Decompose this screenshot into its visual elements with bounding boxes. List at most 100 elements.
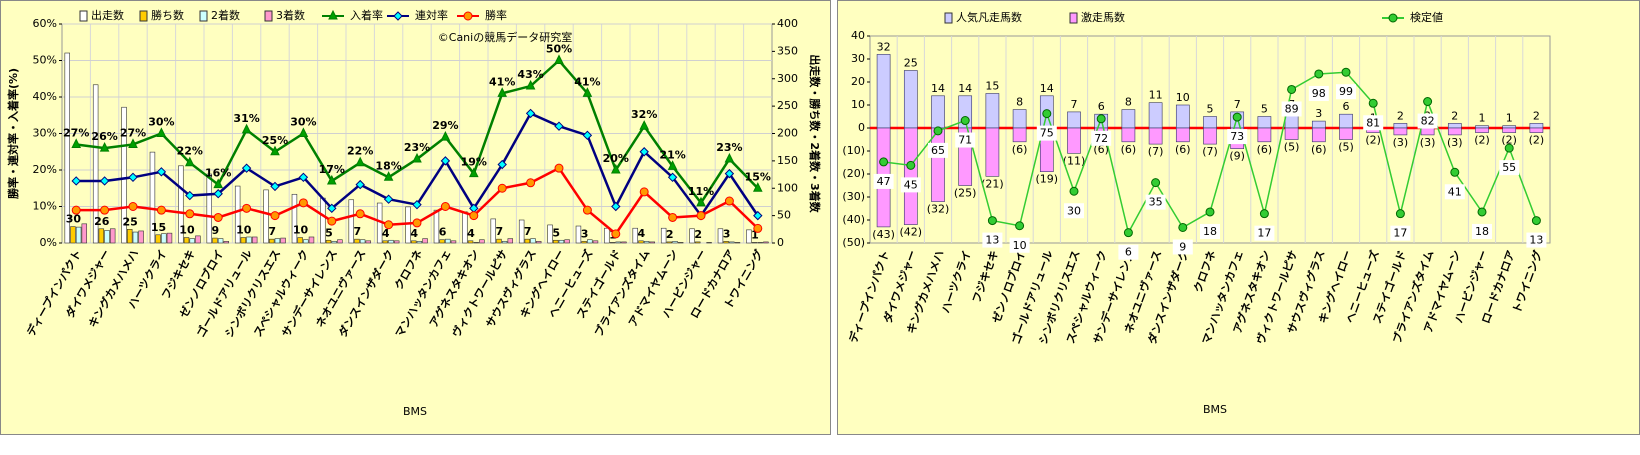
data-label: 7 (1234, 98, 1241, 111)
bar (280, 237, 286, 244)
y-tick-label: 40 (851, 29, 865, 42)
bar (501, 241, 508, 244)
data-label: 5 (552, 226, 560, 239)
bar (1121, 109, 1136, 129)
point-marker (298, 127, 309, 137)
bar (649, 241, 656, 244)
point-marker (667, 160, 678, 170)
point-marker (156, 127, 167, 137)
point-marker (270, 211, 280, 221)
data-label: 23% (404, 141, 430, 154)
bar (297, 237, 303, 244)
point-marker (298, 172, 309, 183)
data-label: 9 (212, 224, 220, 237)
point-marker (960, 116, 970, 126)
data-label: (21) (981, 177, 1004, 190)
bar (985, 127, 1000, 177)
data-label: 14 (931, 82, 945, 95)
bar (473, 242, 479, 244)
bar (92, 84, 99, 244)
point-marker (525, 108, 536, 119)
y-tick-label: 10% (33, 200, 57, 213)
legend-label: 3着数 (276, 8, 305, 22)
label-box (873, 173, 894, 189)
point-marker (497, 159, 507, 170)
point-marker (185, 209, 195, 219)
bar (251, 236, 258, 244)
point-marker (611, 201, 621, 212)
bar (479, 239, 485, 244)
point-marker (1069, 186, 1079, 196)
point-marker (611, 229, 621, 239)
point-marker (213, 178, 224, 189)
bar (604, 227, 610, 244)
point-marker (440, 156, 451, 166)
data-label: 27% (120, 126, 146, 139)
legend-label: 入着率 (350, 8, 383, 22)
data-label: 81 (1366, 116, 1380, 129)
data-label: 73 (1230, 130, 1244, 143)
data-label: 99 (1339, 85, 1353, 98)
point-marker (933, 126, 943, 136)
data-label: 47 (877, 175, 891, 188)
point-marker (1015, 221, 1025, 231)
bar (161, 233, 167, 244)
data-label: 10 (293, 224, 309, 237)
data-label: 3 (1315, 107, 1322, 120)
data-label: 22% (177, 145, 203, 158)
data-label: 2 (1451, 109, 1458, 122)
bar (354, 238, 360, 244)
bar (467, 240, 474, 244)
bar (615, 241, 621, 244)
bar (1339, 127, 1353, 140)
label-box (1227, 129, 1248, 145)
y2-tick-label: 0 (777, 236, 784, 249)
point-marker (1178, 222, 1188, 232)
y2-tick-label: 50 (777, 209, 791, 222)
point-marker (879, 157, 889, 167)
data-label: 6 (1125, 246, 1132, 259)
data-label: 72 (1094, 132, 1108, 145)
bar (178, 165, 184, 244)
bar (695, 241, 701, 244)
data-label: 26 (94, 215, 110, 228)
y2-tick-label: 100 (777, 181, 798, 194)
data-label: 43% (517, 68, 543, 81)
legend-label: 2着数 (211, 8, 240, 22)
label-box (1390, 225, 1411, 241)
bar (1121, 127, 1136, 143)
bar (246, 236, 252, 244)
bar (609, 242, 616, 244)
point-marker (724, 168, 735, 179)
data-label: 41 (1448, 185, 1462, 198)
point-marker (355, 156, 366, 167)
point-marker (906, 160, 916, 170)
data-label: 3 (723, 227, 731, 240)
point-marker (71, 138, 82, 148)
bar (269, 238, 275, 244)
point-marker (355, 209, 365, 219)
point-marker (752, 182, 763, 192)
bar (1257, 116, 1272, 129)
bar (416, 241, 423, 244)
bar (348, 199, 354, 244)
point-marker (639, 187, 649, 197)
bar (490, 218, 496, 244)
label-box (1499, 160, 1520, 176)
data-label: (43) (872, 228, 895, 241)
point-marker (412, 152, 422, 163)
point-marker (71, 176, 81, 186)
data-label: 4 (410, 227, 418, 240)
point-marker (667, 172, 678, 183)
bar (195, 235, 201, 244)
label-box (1417, 113, 1438, 129)
bar (575, 225, 582, 244)
data-label: 8 (1125, 96, 1132, 109)
point-marker (696, 211, 706, 221)
point-marker (987, 216, 997, 226)
bar (518, 219, 525, 244)
label-box (1172, 239, 1193, 255)
data-label: 5 (1261, 103, 1268, 116)
data-label: 6 (439, 226, 447, 239)
data-label: 23% (716, 141, 742, 154)
